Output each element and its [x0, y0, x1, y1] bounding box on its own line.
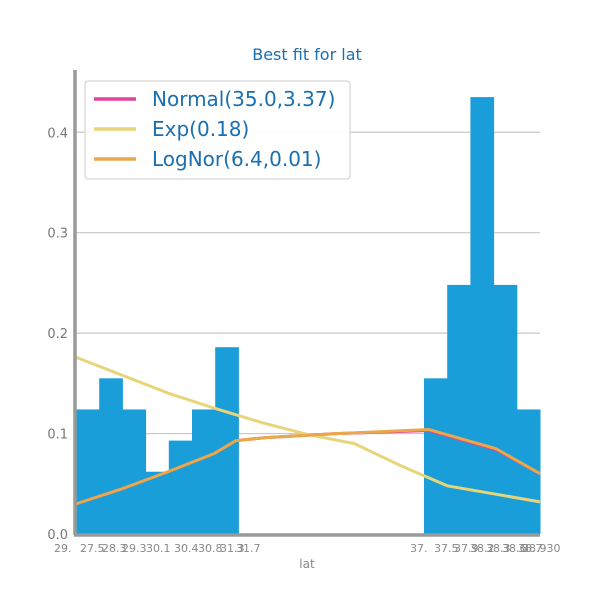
y-ticks: 0.0 0.1 0.2 0.3 0.4	[47, 126, 68, 543]
x-tick-label: 38.2	[470, 542, 495, 555]
histogram-bar	[192, 409, 216, 534]
y-tick-label: 0.1	[47, 428, 68, 443]
x-tick-label: 37.	[410, 542, 428, 555]
legend-label: Normal(35.0,3.37)	[152, 87, 335, 111]
x-tick-label: 29.3	[122, 542, 147, 555]
x-tick-label: 38.3	[486, 542, 511, 555]
legend-label: Exp(0.18)	[152, 117, 249, 141]
histogram-bar	[447, 284, 471, 534]
x-tick-label: 37.5	[434, 542, 459, 555]
histogram-bar	[493, 284, 518, 534]
x-tick-label: 27.5	[80, 542, 105, 555]
x-tick-label: 30.1	[146, 542, 171, 555]
legend-box	[84, 80, 351, 180]
x-axis-label: lat	[299, 557, 315, 571]
x-tick-label: 28.3	[102, 542, 127, 555]
x-ticks: 29. 27.528.329.3 30.1 30.4 30.831.331.7 37. 37…	[54, 542, 561, 555]
x-tick-label: 29.	[54, 542, 72, 555]
chart-title: Best fit for lat	[252, 45, 362, 64]
x-tick-label: 30.8	[198, 542, 223, 555]
histogram-bar	[215, 347, 239, 534]
histogram-bar	[99, 378, 123, 534]
axes	[73, 70, 540, 537]
fit-lines	[75, 355, 541, 506]
histogram-bar	[516, 409, 541, 534]
y-tick-label: 0.2	[47, 327, 68, 342]
x-tick-label: 38.7	[518, 542, 543, 555]
x-tick-label: 38.6	[502, 542, 527, 555]
histogram-bar	[424, 378, 448, 534]
histogram-bar	[168, 440, 193, 534]
histogram-bar	[122, 409, 147, 534]
legend: Normal(35.0,3.37) Exp(0.18) LogNor(6.4,0.0…	[84, 80, 351, 180]
x-tick-label: 37.9	[454, 542, 479, 555]
y-tick-label: 0.4	[47, 126, 68, 141]
histogram-bar	[470, 97, 495, 534]
x-tick-label: 30.4	[174, 542, 199, 555]
histogram-bar	[145, 471, 170, 534]
fit-line	[75, 428, 541, 506]
x-tick-label: 31.3	[220, 542, 245, 555]
legend-label: LogNor(6.4,0.01)	[152, 147, 321, 171]
y-tick-label: 0.0	[47, 528, 68, 543]
y-tick-label: 0.3	[47, 227, 68, 242]
x-tick-label: 38.930	[522, 542, 561, 555]
histogram-bar	[76, 409, 100, 534]
x-tick-label: 31.7	[236, 542, 261, 555]
